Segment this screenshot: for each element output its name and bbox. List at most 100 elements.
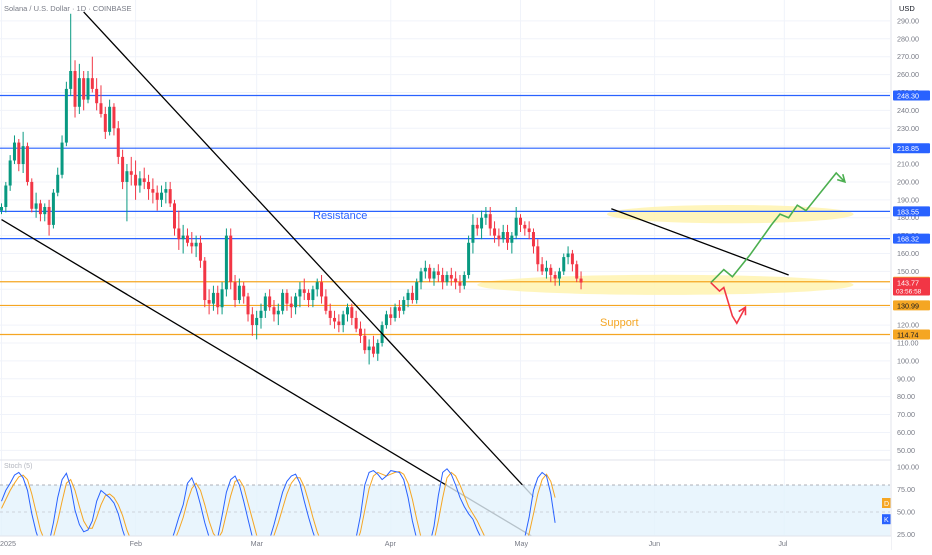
highlight-zone bbox=[607, 204, 854, 224]
highlight-zone bbox=[477, 274, 854, 295]
candle-body bbox=[21, 146, 25, 165]
candle-body bbox=[134, 174, 138, 186]
candle-body bbox=[371, 346, 375, 354]
candle-body bbox=[458, 282, 462, 286]
candle-body bbox=[384, 314, 388, 326]
candle-body bbox=[17, 142, 21, 165]
candle-body bbox=[454, 278, 458, 283]
candle-body bbox=[47, 206, 51, 225]
oscillator-label: Stoch (5) bbox=[4, 463, 32, 470]
candle-body bbox=[181, 235, 185, 240]
candle-body bbox=[419, 271, 423, 283]
candle-body bbox=[415, 282, 419, 301]
oscillator-tick-label: 25.00 bbox=[897, 530, 915, 539]
candle-body bbox=[43, 206, 47, 215]
candle-body bbox=[428, 267, 432, 279]
candle-body bbox=[95, 88, 99, 104]
candle-body bbox=[410, 292, 414, 301]
candle-body bbox=[125, 171, 129, 182]
horizontal-levels bbox=[0, 94, 890, 336]
candle-body bbox=[462, 274, 466, 286]
candle-body bbox=[298, 289, 302, 297]
candle-body bbox=[562, 257, 566, 272]
candle-body bbox=[259, 310, 263, 318]
candle-body bbox=[233, 282, 237, 301]
price-tick-label: 90.00 bbox=[897, 374, 915, 383]
level-tag-label: 168.32 bbox=[897, 235, 919, 244]
oscillator-marker bbox=[882, 498, 891, 508]
candle-body bbox=[358, 328, 362, 336]
candle-body bbox=[138, 178, 142, 186]
projections bbox=[710, 171, 847, 325]
candle-body bbox=[523, 224, 527, 229]
channel-line bbox=[611, 208, 789, 276]
price-tick-label: 230.00 bbox=[897, 124, 919, 133]
candle-body bbox=[198, 242, 202, 261]
candle-body bbox=[0, 206, 3, 211]
candle-body bbox=[207, 300, 211, 304]
time-axis: 2025 Feb Mar Apr May Jun Jul bbox=[0, 535, 891, 550]
candle-body bbox=[190, 242, 194, 247]
currency-label[interactable]: USD bbox=[899, 4, 915, 13]
candle-body bbox=[4, 185, 8, 207]
candle-body bbox=[224, 235, 228, 290]
candle-body bbox=[237, 285, 241, 301]
level-tag-label: 248.30 bbox=[897, 92, 919, 101]
candle-body bbox=[73, 71, 77, 107]
candle-body bbox=[263, 296, 267, 311]
candle-body bbox=[64, 88, 68, 143]
candle-body bbox=[341, 314, 345, 326]
candle-body bbox=[185, 235, 189, 243]
candle-body bbox=[475, 224, 479, 229]
time-tick-label: 2025 bbox=[0, 539, 16, 548]
price-tick-label: 80.00 bbox=[897, 392, 915, 401]
candle-body bbox=[376, 342, 380, 354]
price-tick-label: 120.00 bbox=[897, 321, 919, 330]
candle-body bbox=[510, 235, 514, 243]
level-tag bbox=[893, 329, 930, 340]
candle-body bbox=[393, 307, 397, 318]
candle-body bbox=[34, 203, 38, 209]
candle-body bbox=[471, 224, 475, 243]
candle-body bbox=[8, 160, 12, 186]
price-tick-label: 110.00 bbox=[897, 338, 918, 347]
candle-body bbox=[324, 296, 328, 311]
candle-body bbox=[147, 181, 151, 190]
candle-body bbox=[82, 78, 86, 100]
candle-body bbox=[320, 282, 324, 297]
oscillator-tick-label: 75.00 bbox=[897, 485, 915, 494]
level-tag-label: 130.99 bbox=[897, 301, 919, 310]
price-tick-label: 150.00 bbox=[897, 267, 919, 276]
candle-body bbox=[51, 192, 55, 225]
time-tick-label: Mar bbox=[251, 539, 264, 548]
candle-body bbox=[194, 242, 198, 247]
price-tick-label: 100.00 bbox=[897, 356, 919, 365]
grid bbox=[0, 0, 932, 535]
candle-body bbox=[441, 274, 445, 283]
candle-body bbox=[484, 214, 488, 218]
candle-body bbox=[211, 292, 215, 304]
candle-body bbox=[531, 232, 535, 247]
price-tick-label: 160.00 bbox=[897, 249, 919, 258]
oscillator-marker-label: D bbox=[884, 501, 889, 508]
time-tick-label: Feb bbox=[130, 539, 142, 548]
candle-body bbox=[432, 271, 436, 279]
price-tick-label: 180.00 bbox=[897, 213, 919, 222]
price-tick-label: 210.00 bbox=[897, 160, 919, 169]
candle-body bbox=[307, 292, 311, 301]
level-tag bbox=[893, 90, 930, 101]
time-tick-label: May bbox=[515, 539, 529, 548]
candle-body bbox=[69, 71, 73, 89]
candle-body bbox=[246, 296, 250, 315]
price-axis: 290.00280.00270.00260.00250.00240.00230.… bbox=[890, 0, 932, 555]
candle-body bbox=[151, 189, 155, 193]
stoch-k-line bbox=[1, 468, 556, 555]
candle-body bbox=[272, 307, 276, 315]
oscillator-marker-label: K bbox=[884, 517, 889, 524]
oscillator-tick-label: 100.00 bbox=[897, 463, 919, 472]
bearish-projection-arrowhead bbox=[738, 305, 747, 316]
candle-body bbox=[99, 103, 103, 114]
price-tick-label: 290.00 bbox=[897, 16, 919, 25]
